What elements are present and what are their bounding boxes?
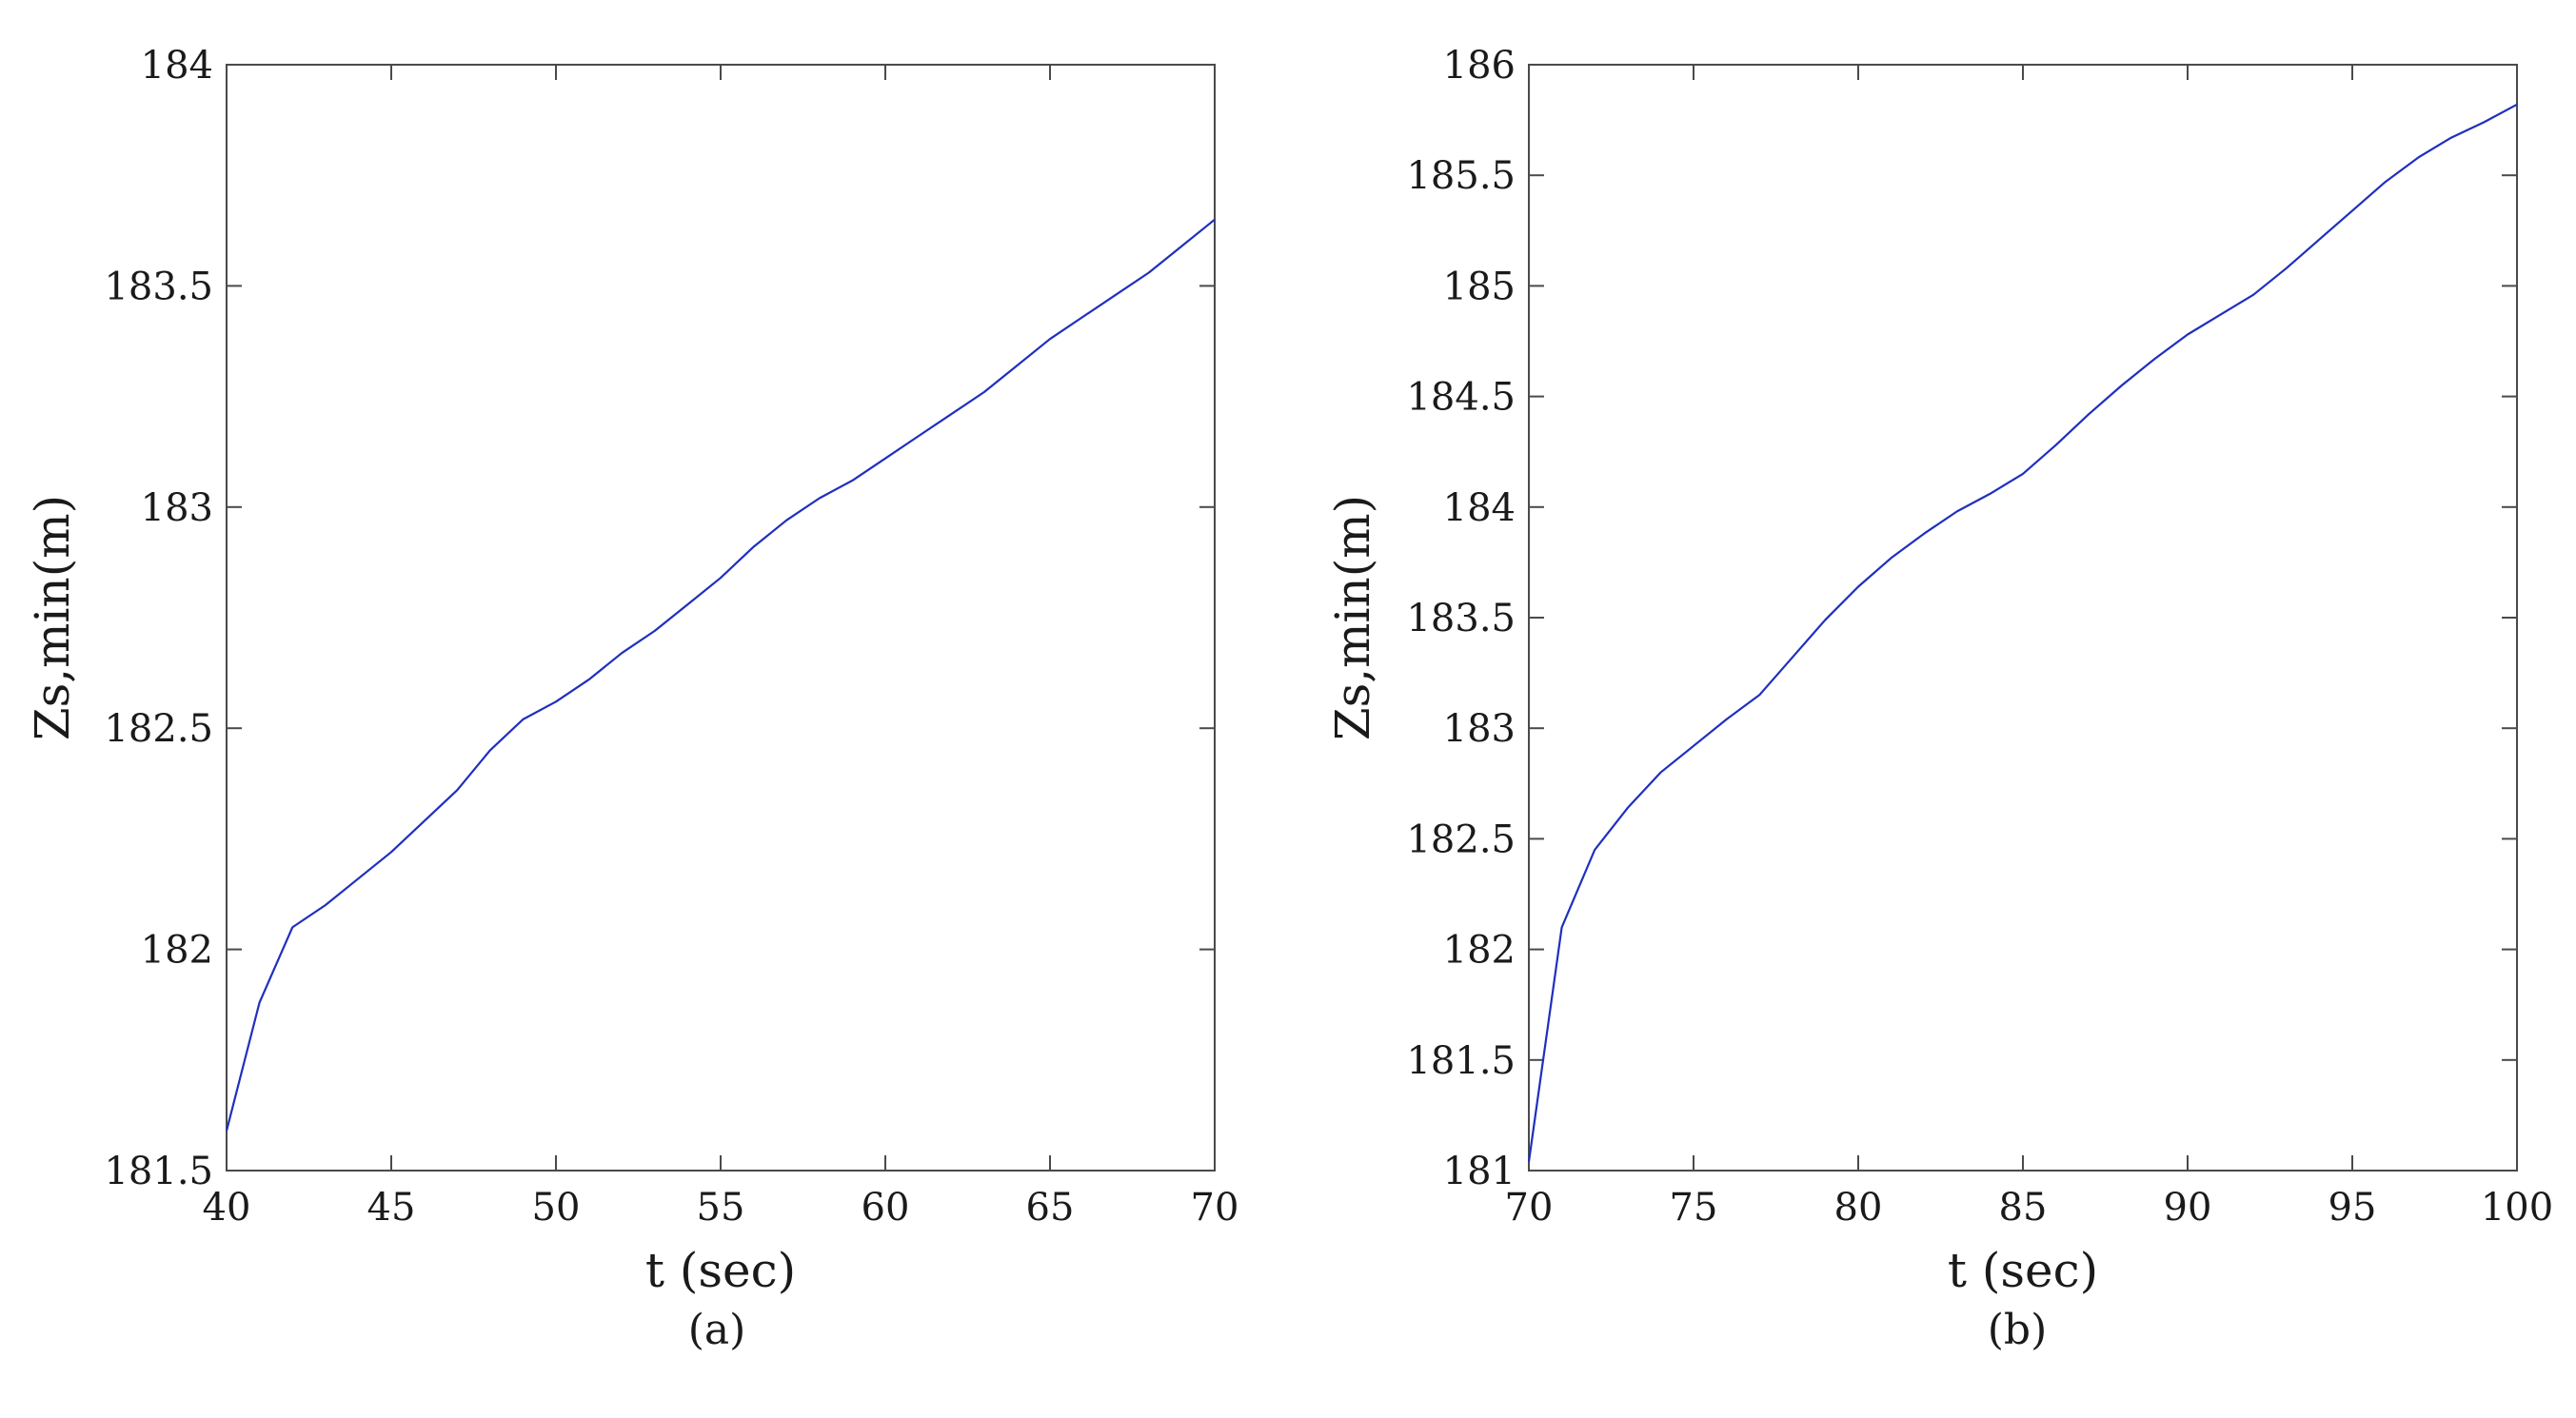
y-tick-label: 182.5 xyxy=(104,707,213,751)
x-tick-label: 95 xyxy=(2328,1186,2377,1230)
y-tick-label: 182 xyxy=(1443,929,1516,973)
x-axis-label: t (sec) xyxy=(1948,1243,2098,1298)
y-tick-label: 183 xyxy=(1443,707,1516,751)
x-tick-label: 70 xyxy=(1191,1186,1239,1230)
x-tick-label: 80 xyxy=(1834,1186,1883,1230)
panel-caption: (a) xyxy=(688,1306,746,1354)
x-tick-label: 55 xyxy=(697,1186,745,1230)
y-tick-label: 181.5 xyxy=(104,1150,213,1193)
y-tick-label: 181 xyxy=(1443,1150,1516,1193)
x-tick-label: 85 xyxy=(1999,1186,2048,1230)
y-tick-label: 182.5 xyxy=(1406,817,1516,861)
y-axis-label: Zs,min(m) xyxy=(1325,495,1380,740)
y-tick-label: 183 xyxy=(141,486,213,530)
series-line xyxy=(1527,103,2518,1162)
y-tick-label: 185 xyxy=(1443,265,1516,308)
panel-b: 70 75 80 85 90 95 100 181 181.5 182 182.5 183 183.5 1… xyxy=(1325,44,2553,1354)
x-tick-label: 60 xyxy=(862,1186,910,1230)
x-tick-label: 50 xyxy=(532,1186,581,1230)
y-tick-label: 185.5 xyxy=(1406,154,1516,198)
plot-area-frame xyxy=(226,64,1216,1172)
panel-caption: (b) xyxy=(1988,1306,2048,1354)
panel-a: 40 45 50 55 60 65 70 181.5 182 182.5 183 183.5 184 t … xyxy=(25,44,1238,1354)
x-tick-label: 70 xyxy=(1505,1186,1554,1230)
y-tick-label: 182 xyxy=(141,929,213,973)
y-tick-label: 184.5 xyxy=(1406,376,1516,420)
y-tick-label: 186 xyxy=(1443,44,1516,88)
x-tick-label: 90 xyxy=(2164,1186,2212,1230)
y-tick-label: 183.5 xyxy=(1406,597,1516,640)
x-tick-label: 45 xyxy=(367,1186,416,1230)
x-tick-label: 65 xyxy=(1026,1186,1075,1230)
plot-area-frame xyxy=(1528,64,2518,1172)
x-tick-label: 40 xyxy=(203,1186,251,1230)
x-tick-label: 100 xyxy=(2481,1186,2553,1230)
x-axis-label: t (sec) xyxy=(645,1243,796,1298)
y-tick-label: 184 xyxy=(1443,486,1516,530)
x-tick-label: 75 xyxy=(1670,1186,1718,1230)
y-axis-label: Zs,min(m) xyxy=(25,495,80,740)
y-tick-label: 183.5 xyxy=(104,265,213,308)
y-tick-label: 181.5 xyxy=(1406,1039,1516,1083)
series-line xyxy=(225,218,1216,1132)
y-tick-label: 184 xyxy=(141,44,213,88)
